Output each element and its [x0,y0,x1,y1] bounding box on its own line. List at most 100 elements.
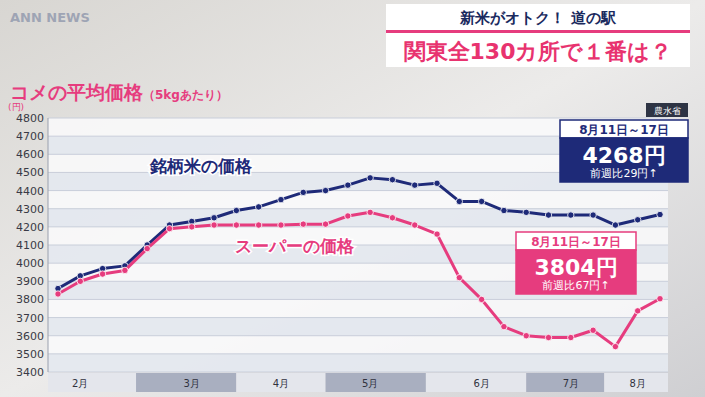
x-tick-label: 6月 [473,378,489,389]
callout-change: 前週比67円↑ [542,279,609,292]
series-marker [189,224,195,230]
y-tick-label: 4000 [16,257,44,270]
series-line [58,178,660,289]
callout-body [560,138,688,182]
grid-line [48,317,668,318]
series-label: スーパーの価格 [235,236,355,256]
x-tick-label: 4月 [273,378,289,389]
subtitle-text: （5kgあたり） [143,88,228,102]
series-marker [635,217,641,223]
series-marker [211,222,217,228]
chart-svg: 3400350036003700380039004000410042004300… [0,0,705,397]
series-label: 銘柄米の価格 [149,156,253,176]
series-marker [367,175,373,181]
series-marker [367,209,373,215]
grid-line [48,208,668,209]
y-tick-label: 3400 [16,366,44,379]
x-band [426,373,526,392]
callout-price: 4268円 [582,143,665,168]
y-tick-label: 3700 [16,312,44,325]
header-kicker: 新米がオトク！ 道の駅 [459,9,616,27]
background [0,0,705,397]
series-marker [389,215,395,221]
callout-body [516,250,636,294]
source-text: 農水省 [654,106,681,116]
x-tick-label: 8月 [630,378,646,389]
series-marker [144,245,150,251]
series-marker [412,182,418,188]
series-marker [456,274,462,280]
series-marker [99,271,105,277]
series-marker [590,212,596,218]
series-marker [657,296,663,302]
callout-header [516,232,636,250]
grid-line [48,299,668,300]
grid-stripe [48,318,668,336]
series-marker [456,198,462,204]
series-marker [233,207,239,213]
callout-period: 8月11日～17日 [579,123,669,137]
x-tick-label: 5月 [362,378,378,389]
y-axis-label: (円) [8,102,24,112]
grid-line [48,226,668,227]
series-marker [523,333,529,339]
series-marker [278,222,284,228]
series-marker [568,212,574,218]
chart-title: コメの平均価格（5kgあたり） [10,81,228,103]
grid-line [48,118,668,119]
callout-header [560,120,688,138]
series-marker [434,180,440,186]
series-marker [501,323,507,329]
series-marker [478,296,484,302]
grid-line [48,372,668,373]
y-tick-label: 3900 [16,275,44,288]
series-marker [612,222,618,228]
series-marker [300,189,306,195]
y-tick-label: 4600 [16,148,44,161]
series-marker [545,212,551,218]
series-marker [478,198,484,204]
header-kicker-box [386,4,690,30]
series-marker [322,187,328,193]
series-marker [523,209,529,215]
x-band [326,373,426,392]
series-marker [434,231,440,237]
y-tick-label: 4400 [16,185,44,198]
series-marker [568,334,574,340]
series-marker [612,343,618,349]
x-band [136,373,236,392]
series-marker [77,278,83,284]
x-tick-label: 3月 [184,378,200,389]
y-tick-label: 4200 [16,221,44,234]
callout-period: 8月11日～17日 [531,235,621,249]
header-rule [386,30,690,33]
series-marker [501,207,507,213]
grid-line [48,353,668,354]
series-marker [300,221,306,227]
y-tick-label: 4800 [16,112,44,125]
x-band [236,373,325,392]
series-marker [345,213,351,219]
series-marker [345,182,351,188]
y-axis [48,118,49,372]
source-tag [646,103,688,117]
y-tick-label: 4700 [16,130,44,143]
y-tick-label: 3600 [16,330,44,343]
y-tick-label: 3800 [16,293,44,306]
series-marker [635,308,641,314]
y-tick-label: 4300 [16,203,44,216]
grid-stripe [48,354,668,372]
grid-line [48,190,668,191]
x-band [526,373,604,392]
callout-price: 3804円 [534,255,617,280]
series-marker [233,222,239,228]
series-line [58,212,660,346]
callout-change: 前週比29円↑ [590,167,657,180]
plot-marks [55,175,663,350]
grid-stripe [48,209,668,227]
title-text: コメの平均価格 [10,81,144,103]
x-band [604,373,668,392]
header-headline: 関東全130カ所で１番は？ [404,39,673,64]
series-marker [590,327,596,333]
series-marker [657,211,663,217]
